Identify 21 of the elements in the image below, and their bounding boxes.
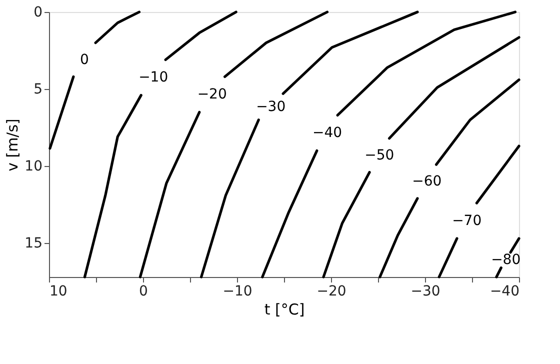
y-tick-label: 10 xyxy=(24,158,42,175)
series-label: −10 xyxy=(138,69,168,86)
x-tick-label: −30 xyxy=(410,284,440,300)
y-axis-title: v [m/s] xyxy=(4,118,22,172)
x-tick-label: 10 xyxy=(50,284,68,300)
x-tick-label: −40 xyxy=(490,284,520,300)
series-label: −50 xyxy=(364,147,394,164)
series-label: −20 xyxy=(197,86,227,102)
y-tick-label: 15 xyxy=(24,236,42,252)
x-tick-label: 0 xyxy=(139,284,148,300)
x-tick-label: −20 xyxy=(316,284,346,300)
series-label: −80 xyxy=(491,252,521,268)
y-tick-label: 0 xyxy=(34,4,42,20)
series-label: −70 xyxy=(452,212,482,229)
series-label: −30 xyxy=(256,98,286,115)
x-tick-label: −10 xyxy=(222,284,252,300)
series-label: 0 xyxy=(80,52,89,68)
series-label: −60 xyxy=(412,173,442,190)
y-tick-label: 5 xyxy=(34,82,42,98)
x-axis-title: t [°C] xyxy=(264,300,305,318)
series-label: −40 xyxy=(312,124,342,141)
